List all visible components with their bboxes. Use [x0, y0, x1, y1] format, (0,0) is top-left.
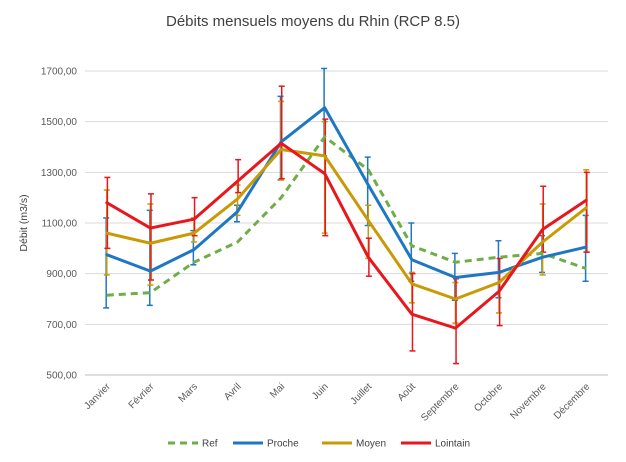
y-tick-label: 900,00: [46, 269, 77, 280]
series-lines: [105, 106, 588, 330]
legend-label-ref: Ref: [202, 439, 218, 450]
y-axis-tick-labels: 500,00 700,00 900,00 1100,00 1300,00 1500,00 1…: [41, 67, 78, 382]
y-tick-label: 1500,00: [41, 117, 78, 128]
legend-label-lointain: Lointain: [435, 439, 470, 450]
y-axis-title: Débit (m3/s): [18, 194, 30, 251]
y-tick-label: 700,00: [46, 320, 77, 331]
chart-title: Débits mensuels moyens du Rhin (RCP 8.5): [166, 13, 460, 30]
series-line-lointain: [105, 141, 588, 330]
legend-label-proche: Proche: [267, 439, 299, 450]
series-line-proche: [105, 106, 588, 279]
y-tick-label: 1100,00: [42, 219, 78, 230]
y-tick-label: 500,00: [46, 371, 77, 382]
y-tick-label: 1300,00: [41, 168, 78, 179]
legend-label-moyen: Moyen: [356, 439, 386, 450]
legend: Ref Proche Moyen Lointain: [168, 439, 470, 450]
y-tick-label: 1700,00: [41, 67, 78, 78]
series-line-moyen: [105, 148, 588, 301]
series-line-ref: [106, 135, 587, 297]
